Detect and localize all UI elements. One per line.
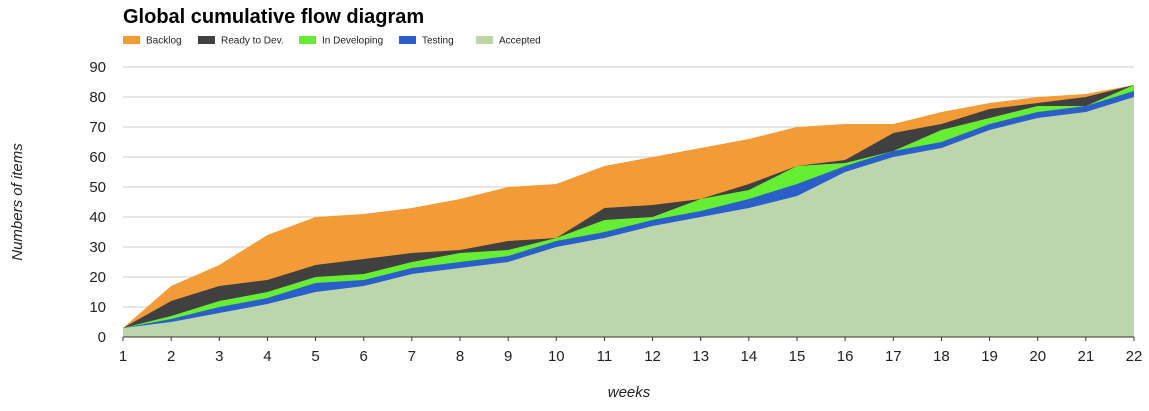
x-tick-label: 21 [1078, 348, 1095, 365]
legend-label: In Developing [322, 36, 383, 47]
legend-label: Ready to Dev. [221, 36, 284, 47]
y-tick-label: 60 [89, 149, 106, 166]
y-tick-label: 20 [89, 269, 106, 286]
x-tick-label: 4 [263, 348, 271, 365]
x-tick-label: 12 [644, 348, 661, 365]
y-tick-label: 10 [89, 299, 106, 316]
x-tick-label: 10 [548, 348, 565, 365]
legend-swatch [123, 36, 140, 44]
x-tick-label: 17 [885, 348, 902, 365]
legend-label: Accepted [499, 36, 541, 47]
cumulative-flow-chart: Global cumulative flow diagram Backlog Re… [0, 0, 1149, 411]
x-axis-ticks: 1 2 3 4 5 6 7 8 9 10 11 12 13 14 15 16 17 18 19 20 21 22 [119, 337, 1143, 365]
y-tick-label: 80 [89, 89, 106, 106]
legend-label: Testing [422, 36, 454, 47]
series-areas [123, 85, 1134, 337]
y-tick-label: 90 [89, 59, 106, 76]
x-tick-label: 20 [1029, 348, 1046, 365]
x-tick-label: 11 [597, 348, 613, 365]
legend-label: Backlog [146, 36, 182, 47]
legend-swatch [198, 36, 215, 44]
y-tick-label: 70 [89, 119, 106, 136]
y-tick-label: 40 [89, 209, 106, 226]
x-tick-label: 1 [119, 348, 127, 365]
legend-swatch [476, 36, 493, 44]
x-axis-label: weeks [608, 384, 651, 401]
x-tick-label: 6 [360, 348, 368, 365]
x-tick-label: 8 [456, 348, 464, 365]
x-tick-label: 14 [741, 348, 758, 365]
x-tick-label: 13 [692, 348, 709, 365]
y-tick-label: 30 [89, 239, 106, 256]
x-tick-label: 16 [837, 348, 854, 365]
y-tick-label: 50 [89, 179, 106, 196]
x-tick-label: 3 [215, 348, 223, 365]
y-axis-label: Numbers of items [9, 143, 26, 261]
chart-title: Global cumulative flow diagram [123, 6, 424, 28]
x-tick-label: 7 [408, 348, 416, 365]
x-tick-label: 5 [311, 348, 319, 365]
x-tick-label: 19 [981, 348, 998, 365]
legend-swatch [299, 36, 316, 44]
legend: Backlog Ready to Dev. In Developing Testing… [123, 36, 541, 47]
x-tick-label: 15 [789, 348, 806, 365]
x-tick-label: 22 [1126, 348, 1143, 365]
x-tick-label: 9 [504, 348, 512, 365]
y-axis-ticks: 0 10 20 30 40 50 60 70 80 90 [89, 59, 106, 346]
x-tick-label: 18 [933, 348, 950, 365]
y-tick-label: 0 [98, 329, 106, 346]
legend-swatch [399, 36, 416, 44]
x-tick-label: 2 [167, 348, 175, 365]
